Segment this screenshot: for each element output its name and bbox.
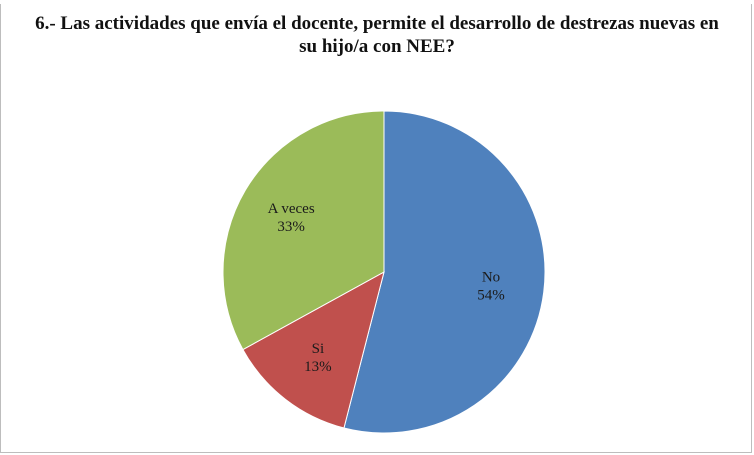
slice-label-si: Si	[312, 341, 325, 357]
slice-percent-a-veces: 33%	[277, 219, 305, 235]
slice-percent-si: 13%	[304, 359, 332, 375]
slice-label-no: No	[482, 270, 500, 286]
slice-percent-no: 54%	[477, 288, 505, 304]
slice-label-a-veces: A veces	[268, 201, 315, 217]
